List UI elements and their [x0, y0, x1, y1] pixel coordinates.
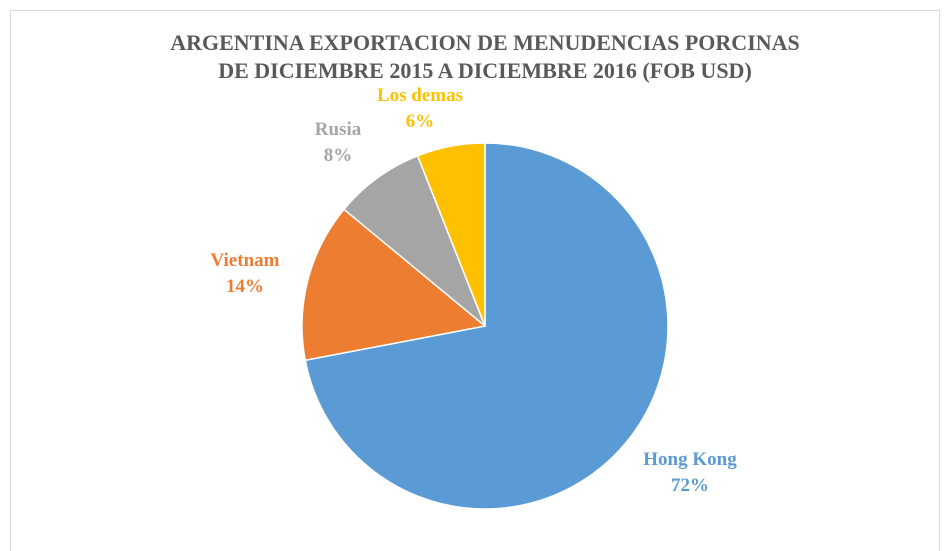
slice-label: Hong Kong	[643, 449, 737, 470]
chart-title: DE DICIEMBRE 2015 A DICIEMBRE 2016 (FOB …	[218, 58, 752, 83]
pie-slice	[304, 142, 669, 510]
slice-value-label: 14%	[226, 276, 264, 297]
pie-slice	[342, 154, 486, 327]
slice-label: Rusia	[315, 119, 362, 140]
slice-value-label: 8%	[324, 145, 353, 166]
slice-label: Vietnam	[211, 250, 280, 271]
chart-title: ARGENTINA EXPORTACION DE MENUDENCIAS POR…	[170, 30, 800, 55]
pie-slice	[301, 208, 487, 362]
slice-label: Los demas	[377, 85, 463, 106]
slice-value-label: 72%	[671, 475, 709, 496]
pie-slice	[416, 142, 486, 327]
slice-value-label: 6%	[406, 111, 435, 132]
